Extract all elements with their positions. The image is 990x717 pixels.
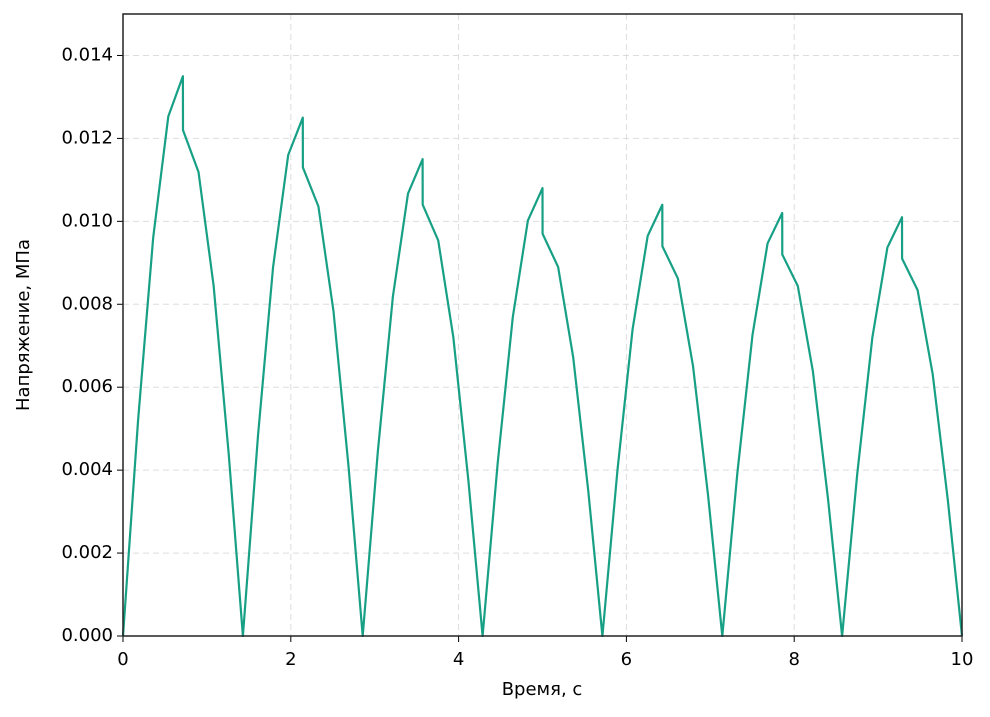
y-tick-label: 0.004 (61, 459, 113, 480)
x-tick-label: 2 (285, 649, 296, 670)
plot-frame (122, 13, 963, 637)
y-tick-label: 0.002 (61, 542, 113, 563)
y-tick-label: 0.014 (61, 44, 113, 65)
y-tick-label: 0.010 (61, 210, 113, 231)
data-line (121, 75, 964, 638)
x-tick-label: 0 (117, 649, 128, 670)
y-axis-label: Напряжение, МПа (13, 239, 34, 411)
y-tick-label: 0.006 (61, 376, 113, 397)
x-tick-label: 6 (621, 649, 632, 670)
x-tick-label: 10 (951, 649, 974, 670)
y-tick-label: 0.000 (61, 625, 113, 646)
x-tick-label: 4 (453, 649, 464, 670)
y-tick-label: 0.008 (61, 293, 113, 314)
x-tick-label: 8 (788, 649, 799, 670)
y-tick-label: 0.012 (61, 127, 113, 148)
x-axis-label: Время, с (502, 679, 583, 700)
